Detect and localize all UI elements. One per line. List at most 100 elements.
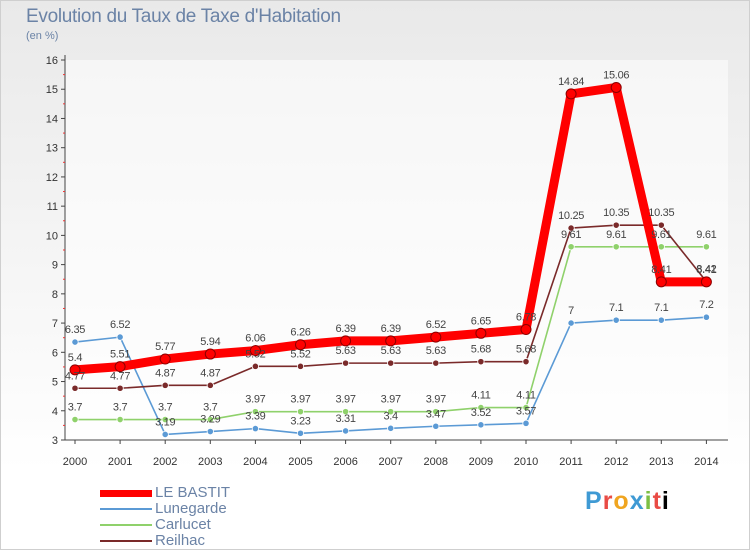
legend-swatch-carlucet <box>100 524 152 526</box>
data-label-carlucet: 3.7 <box>158 402 173 414</box>
data-point-le-bastit <box>430 331 442 343</box>
data-label-lunegarde: 7.2 <box>699 299 714 311</box>
data-point-lunegarde <box>296 429 305 437</box>
data-point-carlucet <box>612 243 620 251</box>
proxiti-logo: Proxiti <box>585 487 670 515</box>
data-point-le-bastit <box>114 361 126 373</box>
x-tick-label: 2001 <box>108 456 132 468</box>
data-label-reilhac: 5.52 <box>245 348 265 360</box>
data-label-carlucet: 9.61 <box>561 229 581 241</box>
data-point-le-bastit <box>295 339 306 351</box>
x-tick-label: 2005 <box>288 456 312 468</box>
y-tick-label: 10 <box>46 230 58 242</box>
data-point-carlucet <box>71 415 79 424</box>
data-point-carlucet <box>251 408 259 416</box>
data-point-carlucet <box>206 415 214 424</box>
legend-label-reilhac: Reilhac <box>155 532 206 549</box>
data-label-reilhac: 4.87 <box>200 367 220 379</box>
data-label-reilhac: 5.68 <box>516 344 536 356</box>
data-label-le-bastit: 6.39 <box>381 323 401 335</box>
legend-swatch-le-bastit <box>100 490 152 497</box>
data-label-le-bastit: 6.78 <box>516 312 536 324</box>
data-label-le-bastit: 6.06 <box>245 333 265 345</box>
data-point-reilhac <box>477 358 485 366</box>
data-point-lunegarde <box>71 338 79 346</box>
data-label-le-bastit: 8.41 <box>696 264 716 276</box>
data-label-reilhac: 10.35 <box>603 207 629 219</box>
data-point-carlucet <box>522 403 530 412</box>
data-label-carlucet: 9.61 <box>651 229 671 241</box>
data-point-le-bastit <box>159 353 171 365</box>
x-tick-label: 2004 <box>243 456 267 468</box>
data-point-lunegarde <box>432 422 440 430</box>
data-point-carlucet <box>116 415 124 424</box>
legend-label-carlucet: Carlucet <box>155 516 211 533</box>
x-tick-label: 2010 <box>514 456 538 468</box>
data-label-carlucet: 3.97 <box>426 394 446 406</box>
x-tick-label: 2003 <box>198 456 222 468</box>
data-point-le-bastit <box>655 276 667 288</box>
data-point-carlucet <box>477 403 485 412</box>
data-point-le-bastit <box>69 364 81 376</box>
data-point-carlucet <box>296 408 305 416</box>
data-label-le-bastit: 8.41 <box>651 264 671 276</box>
y-tick-label: 6 <box>52 347 58 359</box>
x-tick-label: 2007 <box>378 456 402 468</box>
data-point-reilhac <box>567 224 575 232</box>
data-label-reilhac: 4.77 <box>110 370 130 382</box>
data-point-reilhac <box>116 384 124 392</box>
data-label-lunegarde: 3.23 <box>290 415 310 427</box>
data-label-le-bastit: 14.84 <box>558 76 584 88</box>
x-tick-label: 2000 <box>63 456 87 468</box>
data-point-reilhac <box>161 381 169 389</box>
x-tick-label: 2011 <box>559 456 583 468</box>
data-label-le-bastit: 5.77 <box>155 341 175 353</box>
y-tick-label: 11 <box>47 201 58 213</box>
data-point-le-bastit <box>475 327 487 339</box>
x-tick-label: 2008 <box>424 456 448 468</box>
data-label-lunegarde: 3.57 <box>516 405 536 417</box>
data-point-lunegarde <box>657 316 665 324</box>
data-label-carlucet: 9.61 <box>606 229 626 241</box>
data-label-lunegarde: 3.52 <box>471 407 491 419</box>
y-tick-label: 12 <box>46 172 58 184</box>
data-label-lunegarde: 6.52 <box>110 319 130 331</box>
y-tick-label: 8 <box>52 289 58 301</box>
legend-label-lunegarde: Lunegarde <box>155 500 227 517</box>
data-point-reilhac <box>296 362 305 370</box>
data-label-carlucet: 4.11 <box>471 390 491 402</box>
data-point-carlucet <box>432 408 440 416</box>
data-point-reilhac <box>657 221 665 229</box>
y-tick-label: 16 <box>46 55 58 67</box>
data-label-lunegarde: 3.31 <box>335 413 355 425</box>
series-layer <box>69 81 712 439</box>
data-point-lunegarde <box>612 316 620 324</box>
data-label-lunegarde: 6.35 <box>65 324 85 336</box>
data-label-lunegarde: 3.47 <box>426 408 446 420</box>
y-tick-label: 15 <box>46 84 58 96</box>
data-point-reilhac <box>71 384 79 392</box>
chart-unit-label: (en %) <box>26 30 59 42</box>
data-point-le-bastit <box>204 348 216 360</box>
data-label-le-bastit: 15.06 <box>603 69 629 81</box>
data-label-le-bastit: 5.51 <box>110 349 130 361</box>
data-label-le-bastit: 6.52 <box>426 319 446 331</box>
y-tick-label: 4 <box>52 406 58 418</box>
legend-swatch-lunegarde <box>100 508 152 510</box>
data-labels: 5.4 5.51 5.77 5.94 6.06 6.26 6.39 6.39 6.52 6.65 6… <box>65 69 717 428</box>
y-tick-label: 9 <box>52 260 58 272</box>
data-point-carlucet <box>341 408 350 416</box>
data-point-lunegarde <box>567 319 575 327</box>
x-tick-label: 2014 <box>694 456 718 468</box>
data-label-lunegarde: 3.29 <box>200 414 220 426</box>
x-tick-label: 2002 <box>153 456 177 468</box>
data-label-reilhac: 5.52 <box>290 348 310 360</box>
legend-swatch-reilhac <box>100 540 152 542</box>
legend-label-le-bastit: LE BASTIT <box>155 484 231 501</box>
data-label-reilhac: 10.35 <box>648 207 674 219</box>
data-point-reilhac <box>341 359 350 367</box>
y-tick-label: 13 <box>46 143 58 155</box>
data-point-reilhac <box>522 358 530 366</box>
data-point-reilhac <box>251 362 259 370</box>
data-label-reilhac: 4.87 <box>155 367 175 379</box>
